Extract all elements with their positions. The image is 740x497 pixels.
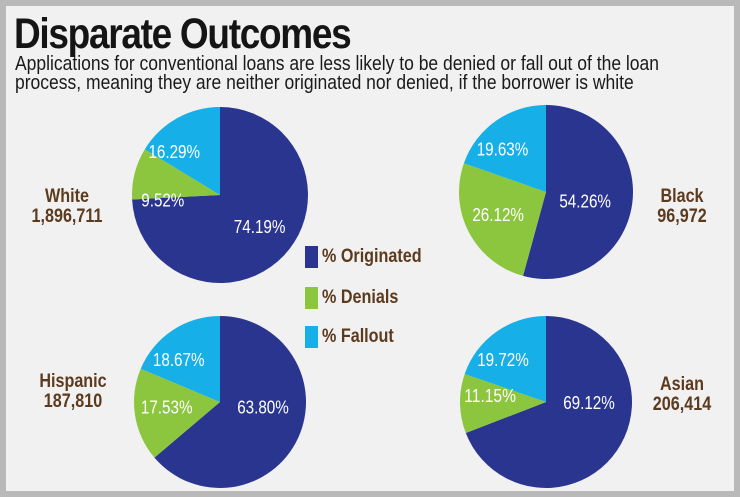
group-name: Black — [660, 186, 704, 207]
legend-swatch — [305, 287, 318, 309]
data-label-white-originated: 74.19% — [234, 217, 286, 237]
pie-slice-white-fallout — [144, 107, 220, 195]
data-label-hispanic-fallout: 18.67% — [153, 350, 205, 370]
data-label-asian-denials: 11.15% — [464, 386, 516, 406]
group-count: 96,972 — [657, 206, 707, 227]
legend-label: % Denials — [322, 287, 399, 308]
data-label-white-denials: 9.52% — [141, 190, 184, 210]
pie-slice-hispanic-originated — [154, 316, 306, 489]
pie-slice-asian-denials — [460, 373, 546, 434]
group-count: 187,810 — [43, 391, 103, 412]
data-label-black-fallout: 19.63% — [477, 140, 529, 160]
group-label-black: Black 96,972 — [640, 187, 725, 227]
legend-label: % Fallout — [322, 326, 394, 347]
pie-slice-asian-originated — [465, 316, 633, 488]
legend-item-fallout: % Fallout — [305, 326, 406, 348]
group-count: 1,896,711 — [31, 206, 103, 227]
group-name: Asian — [660, 374, 704, 395]
pie-slice-black-fallout — [463, 105, 546, 192]
legend-swatch — [305, 246, 318, 268]
legend-item-originated: % Originated — [305, 246, 439, 268]
chart-title: Disparate Outcomes — [14, 10, 352, 58]
legend-label: % Originated — [322, 246, 422, 267]
group-name: Hispanic — [39, 371, 107, 392]
data-label-asian-originated: 69.12% — [563, 393, 615, 413]
chart-subtitle: Applications for conventional loans are … — [15, 53, 660, 94]
pie-slice-black-denials — [459, 163, 546, 276]
data-label-asian-fallout: 19.72% — [477, 350, 529, 370]
legend-item-denials: % Denials — [305, 287, 412, 309]
pie-slice-hispanic-fallout — [140, 316, 220, 402]
chart-frame: Disparate Outcomes Applications for conv… — [6, 6, 734, 491]
legend-swatch — [305, 326, 318, 348]
pie-slice-hispanic-denials — [134, 368, 220, 458]
pie-slice-asian-fallout — [464, 316, 546, 402]
group-name: White — [45, 186, 89, 207]
pie-slice-white-originated — [132, 107, 308, 283]
data-label-hispanic-originated: 63.80% — [237, 397, 289, 417]
group-count: 206,414 — [652, 394, 712, 415]
data-label-hispanic-denials: 17.53% — [141, 397, 193, 417]
group-label-white: White 1,896,711 — [20, 187, 114, 227]
pie-slice-black-originated — [523, 105, 634, 279]
group-label-asian: Asian 206,414 — [640, 375, 725, 415]
data-label-black-originated: 54.26% — [559, 192, 611, 212]
pie-slice-white-denials — [132, 149, 220, 200]
data-label-white-fallout: 16.29% — [148, 142, 200, 162]
data-label-black-denials: 26.12% — [472, 205, 524, 225]
group-label-hispanic: Hispanic 187,810 — [26, 372, 120, 412]
